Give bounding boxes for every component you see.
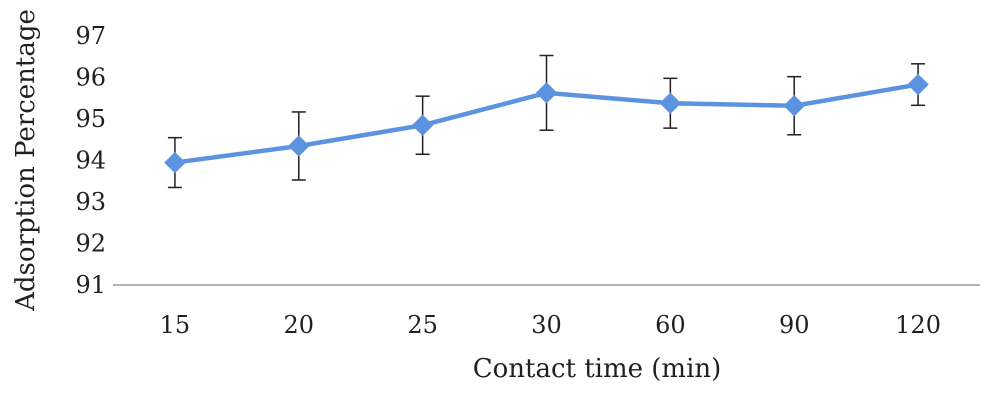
- y-tick-label: 96: [75, 64, 106, 92]
- y-axis-tick-labels: 91 92 93 94 95 96 97: [75, 22, 106, 299]
- error-bars: [167, 54, 926, 189]
- x-tick-label: 60: [655, 311, 686, 339]
- x-tick-label: 25: [407, 311, 438, 339]
- data-markers: [164, 73, 929, 174]
- y-tick-label: 94: [75, 147, 106, 175]
- data-point: [535, 82, 558, 104]
- data-point: [288, 135, 310, 157]
- data-point: [659, 92, 682, 114]
- y-tick-label: 95: [75, 105, 106, 133]
- x-axis-title: Contact time (min): [473, 354, 722, 384]
- x-axis-tick-labels: 15 20 25 30 60 90 120: [160, 311, 941, 339]
- x-tick-label: 20: [284, 311, 315, 339]
- y-tick-label: 92: [75, 230, 106, 258]
- y-axis-title: Adsorption Percentage: [11, 9, 41, 312]
- y-tick-label: 93: [75, 188, 106, 216]
- x-tick-label: 90: [779, 311, 810, 339]
- x-tick-label: 15: [160, 311, 191, 339]
- y-tick-label: 91: [75, 271, 106, 299]
- x-tick-label: 120: [895, 311, 941, 339]
- data-point: [907, 73, 929, 96]
- data-point: [411, 114, 434, 136]
- data-point: [164, 151, 186, 174]
- y-tick-label: 97: [75, 22, 106, 50]
- data-point: [783, 95, 805, 117]
- x-tick-label: 30: [531, 311, 562, 339]
